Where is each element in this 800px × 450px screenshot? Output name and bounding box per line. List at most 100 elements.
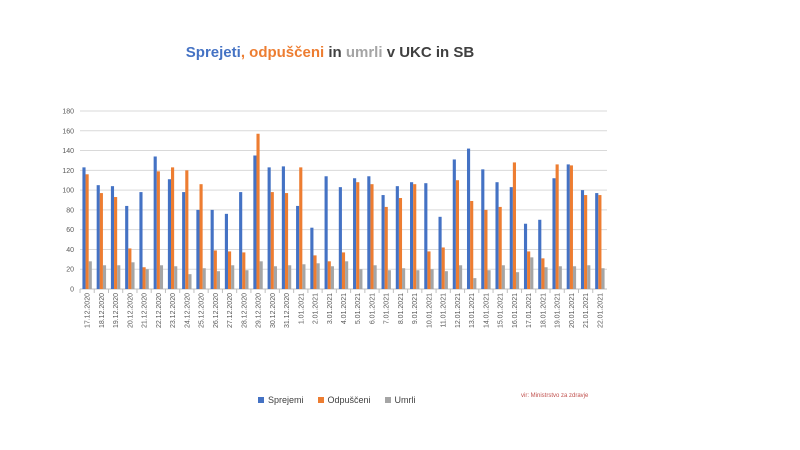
x-tick-label: 13.01.2021 xyxy=(469,293,476,328)
bar-umrli xyxy=(416,270,420,289)
bar-umrli xyxy=(459,265,463,289)
bar-sprejemi xyxy=(466,148,471,289)
bar-umrli xyxy=(587,265,591,289)
x-tick-label: 15.01.2021 xyxy=(498,293,505,328)
bar-umrli xyxy=(102,265,107,289)
bar-odpuščeni xyxy=(356,182,360,289)
x-tick-label: 4.01.2021 xyxy=(341,293,348,324)
bar-odpuščeni xyxy=(498,206,502,289)
legend-item: Umrli xyxy=(384,395,416,405)
bar-sprejemi xyxy=(153,156,157,289)
x-tick-label: 22.01.2021 xyxy=(597,293,604,328)
x-tick-label: 23.12.2020 xyxy=(170,293,177,328)
x-tick-label: 18.12.2020 xyxy=(99,293,106,328)
bar-sprejemi xyxy=(381,195,385,289)
bar-odpuščeni xyxy=(256,133,260,289)
bar-sprejemi xyxy=(410,182,414,289)
bar-umrli xyxy=(515,272,520,289)
bar-odpuščeni xyxy=(598,195,602,289)
bar-odpuščeni xyxy=(171,167,175,289)
title-part: Sprejeti xyxy=(185,44,241,61)
x-tick-label: 17.01.2021 xyxy=(526,293,533,328)
bar-odpuščeni xyxy=(284,193,289,289)
bar-odpuščeni xyxy=(213,250,217,289)
bar-sprejemi xyxy=(310,227,314,289)
bar-sprejemi xyxy=(125,205,129,289)
bar-sprejemi xyxy=(566,164,570,289)
y-tick-label: 160 xyxy=(62,128,74,135)
y-tick-label: 180 xyxy=(62,109,74,116)
bar-umrli xyxy=(259,261,263,289)
y-tick-label: 40 xyxy=(66,247,74,254)
source-note: vir: Ministrstvo za zdravje xyxy=(521,393,589,399)
bar-umrli xyxy=(487,270,491,289)
bar-umrli xyxy=(558,266,562,289)
bar-umrli xyxy=(117,265,121,289)
x-tick-label: 19.12.2020 xyxy=(113,293,120,328)
bar-umrli xyxy=(145,269,149,289)
bar-odpuščeni xyxy=(441,247,445,289)
bar-sprejemi xyxy=(424,183,428,289)
bar-odpuščeni xyxy=(512,162,516,289)
bar-sprejemi xyxy=(395,186,399,289)
bar-odpuščeni xyxy=(527,251,531,289)
title-part: , xyxy=(240,44,250,61)
bar-sprejemi xyxy=(452,159,456,289)
x-tick-label: 6.01.2021 xyxy=(369,293,376,324)
bar-umrli xyxy=(572,266,577,289)
bar-umrli xyxy=(174,266,178,289)
bar-umrli xyxy=(330,266,334,289)
chart-title: Sprejeti, odpuščeni in umrli v UKC in SB xyxy=(0,44,660,61)
bar-sprejemi xyxy=(281,166,285,289)
x-tick-label: 19.01.2021 xyxy=(555,293,562,328)
legend-swatch xyxy=(384,397,391,403)
bar-odpuščeni xyxy=(227,251,232,289)
bar-sprejemi xyxy=(167,179,172,289)
bar-sprejemi xyxy=(182,192,186,289)
x-tick-label: 22.12.2020 xyxy=(156,293,163,328)
x-tick-label: 1.01.2021 xyxy=(298,293,305,324)
bar-odpuščeni xyxy=(327,261,331,289)
bar-umrli xyxy=(530,257,534,289)
bar-odpuščeni xyxy=(114,197,118,289)
x-tick-label: 14.01.2021 xyxy=(483,293,490,328)
legend-label: Odpuščeni xyxy=(327,395,371,405)
y-tick-label: 140 xyxy=(62,148,74,155)
bar-sprejemi xyxy=(367,176,371,289)
bar-sprejemi xyxy=(110,186,115,289)
x-tick-label: 28.12.2020 xyxy=(241,293,248,328)
bar-umrli xyxy=(216,271,221,289)
bar-sprejemi xyxy=(580,190,585,289)
bar-sprejemi xyxy=(210,209,214,289)
bar-umrli xyxy=(444,271,448,289)
bar-sprejemi xyxy=(253,155,257,289)
x-tick-label: 17.12.2020 xyxy=(85,293,92,328)
x-tick-label: 2.01.2021 xyxy=(313,293,320,324)
x-tick-label: 20.12.2020 xyxy=(127,293,134,328)
bar-sprejemi xyxy=(495,182,499,289)
bar-odpuščeni xyxy=(427,251,431,289)
bar-odpuščeni xyxy=(413,184,417,289)
bar-sprejemi xyxy=(196,209,200,289)
x-tick-label: 30.12.2020 xyxy=(270,293,277,328)
bar-umrli xyxy=(501,265,505,289)
x-tick-label: 29.12.2020 xyxy=(256,293,263,328)
bar-sprejemi xyxy=(509,187,513,289)
bar-umrli xyxy=(159,265,164,289)
title-part: odpuščeni xyxy=(249,44,325,61)
bar-sprejemi xyxy=(353,178,357,289)
bar-umrli xyxy=(188,274,192,289)
y-tick-label: 60 xyxy=(66,227,74,234)
legend-item: Odpuščeni xyxy=(317,395,371,405)
y-tick-label: 80 xyxy=(66,207,74,214)
bar-odpuščeni xyxy=(128,248,132,289)
bar-umrli xyxy=(430,269,434,289)
bar-odpuščeni xyxy=(242,252,246,289)
bar-umrli xyxy=(231,265,235,289)
bar-sprejemi xyxy=(481,169,485,289)
bar-odpuščeni xyxy=(470,200,474,289)
bar-sprejemi xyxy=(552,178,556,289)
x-tick-label: 10.01.2021 xyxy=(426,293,433,328)
bar-sprejemi xyxy=(267,167,271,289)
bar-sprejemi xyxy=(324,176,328,289)
